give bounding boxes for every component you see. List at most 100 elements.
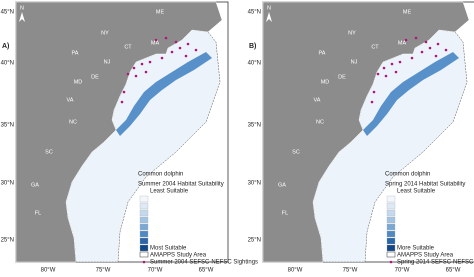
map-panel: N ME NY MA CT PA NJ DE MD VA NC SC GA FL Common dolphi… <box>15 1 258 266</box>
north-arrow <box>266 12 272 22</box>
lat-label: 45°N <box>248 10 261 16</box>
legend-swatch <box>139 202 149 210</box>
legend-area: AMAPPS Study Area <box>150 253 207 259</box>
lat-label: 30°N <box>248 181 261 187</box>
state-label: NC <box>316 119 324 125</box>
sighting <box>132 66 136 70</box>
map-panel: N ME NY MA CT PA NJ DE MD VA NC SC GA FL Common dolphi… <box>262 1 474 266</box>
lat-label: 40°N <box>248 61 261 67</box>
state-label: MA <box>151 40 160 46</box>
lon-label: 65°W <box>199 268 214 274</box>
sighting <box>372 90 376 94</box>
sighting <box>122 90 126 94</box>
legend-species: Common dolphin <box>138 172 183 178</box>
sighting <box>134 74 138 78</box>
lon-label: 80°W <box>41 268 56 274</box>
sighting <box>420 50 424 54</box>
lat-label: 35°N <box>1 123 14 129</box>
lon-label: 80°W <box>288 268 303 274</box>
state-label: NY <box>101 30 109 36</box>
legend-high: Most Suitable <box>150 246 187 252</box>
legend-swatch <box>386 209 396 217</box>
sighting <box>382 66 386 70</box>
lat-label: 30°N <box>1 181 14 187</box>
sighting <box>140 62 144 66</box>
legend-swatch <box>386 223 396 231</box>
lat-label: 45°N <box>1 10 14 16</box>
legend-swatch <box>139 216 149 224</box>
north-label: N <box>20 5 24 11</box>
sighting <box>444 48 448 52</box>
sighting <box>194 48 198 52</box>
state-label: PA <box>72 50 79 56</box>
lat-label: 25°N <box>1 238 14 244</box>
sighting <box>384 74 388 78</box>
legend-dot <box>142 260 146 264</box>
lon-label: 75°W <box>343 268 358 274</box>
legend-swatch <box>386 244 396 252</box>
state-label: PA <box>319 50 326 56</box>
sighting <box>170 50 174 54</box>
land <box>15 1 223 263</box>
legend-swatch <box>386 202 396 210</box>
legend-swatch <box>139 244 149 252</box>
state-label: CT <box>124 44 132 50</box>
legend-swatch <box>386 195 396 203</box>
sighting <box>404 38 408 42</box>
sighting <box>376 72 380 76</box>
state-label: ME <box>156 9 165 15</box>
state-label: NJ <box>351 59 358 65</box>
state-label: DE <box>338 74 346 80</box>
sighting <box>186 42 190 46</box>
state-label: SC <box>292 149 300 155</box>
legend-species: Common dolphin <box>385 172 430 178</box>
north-arrow <box>19 12 25 22</box>
legend-swatch <box>139 223 149 231</box>
panel-label: A) <box>2 43 9 50</box>
sighting <box>436 42 440 46</box>
state-label: SC <box>45 149 53 155</box>
sighting <box>160 56 164 60</box>
legend-swatch <box>386 216 396 224</box>
habitat-band <box>363 52 459 136</box>
legend-title: Spring 2014 Habitat Suitability <box>385 182 465 188</box>
sighting <box>410 56 414 60</box>
state-label: NY <box>348 30 356 36</box>
legend-swatch <box>139 195 149 203</box>
sighting <box>434 54 438 58</box>
lon-label: 70°W <box>395 268 410 274</box>
state-label: VA <box>314 97 321 103</box>
state-label: MD <box>321 79 330 85</box>
legend-swatch <box>139 209 149 217</box>
state-label: FL <box>282 210 288 216</box>
legend-swatch <box>386 237 396 245</box>
sighting <box>178 46 182 50</box>
lat-label: 25°N <box>248 238 261 244</box>
sighting <box>126 72 130 76</box>
legend-area: AMAPPS Study Area <box>397 253 454 259</box>
sighting <box>120 100 124 104</box>
panel-label: B) <box>249 43 256 50</box>
legend-low: Least Suitable <box>397 189 436 195</box>
sighting <box>390 62 394 66</box>
state-label: GA <box>278 182 286 188</box>
state-label: FL <box>35 210 41 216</box>
legend-high: More Suitable <box>397 246 435 252</box>
state-label: CT <box>371 44 379 50</box>
state-label: GA <box>31 182 39 188</box>
state-label: NC <box>69 119 77 125</box>
legend-dot <box>389 260 393 264</box>
sighting <box>428 46 432 50</box>
state-label: NJ <box>104 59 111 65</box>
state-label: DE <box>91 74 99 80</box>
legend-title: Summer 2004 Habitat Suitability <box>138 182 224 188</box>
sighting <box>184 54 188 58</box>
lon-label: 70°W <box>148 268 163 274</box>
sighting <box>424 40 428 44</box>
state-label: VA <box>67 97 74 103</box>
land <box>262 1 470 263</box>
sighting <box>148 60 152 64</box>
state-label: ME <box>403 9 412 15</box>
legend-area-box <box>139 251 149 258</box>
